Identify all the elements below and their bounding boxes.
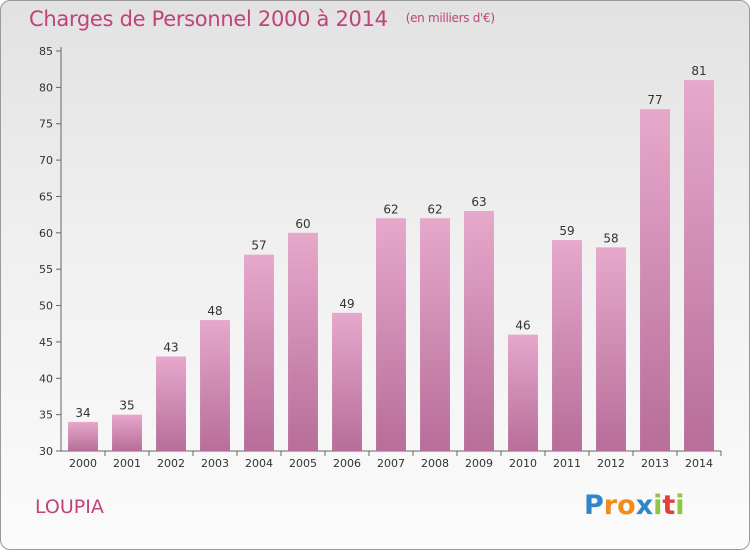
bar (376, 218, 406, 451)
proxiti-logo: Proxiti (584, 490, 685, 521)
y-tick-label: 50 (39, 300, 53, 313)
location-label: LOUPIA (35, 496, 104, 518)
x-tick-label: 2005 (289, 457, 317, 470)
logo-letter: r (603, 490, 618, 521)
logo-letter: t (662, 490, 676, 521)
x-tick-label: 2011 (553, 457, 581, 470)
data-label: 81 (691, 64, 706, 78)
x-tick-label: 2010 (509, 457, 537, 470)
x-tick-label: 2012 (597, 457, 625, 470)
bar (244, 254, 274, 451)
logo-letter: o (617, 490, 636, 521)
chart-title: Charges de Personnel 2000 à 2014 (en mill… (29, 7, 495, 31)
bar (596, 247, 626, 451)
bar (332, 312, 362, 451)
data-label: 35 (119, 399, 134, 413)
bar (552, 240, 582, 451)
bar (640, 109, 670, 451)
x-tick-label: 2008 (421, 457, 449, 470)
y-tick-label: 75 (39, 118, 53, 131)
x-tick-label: 2009 (465, 457, 493, 470)
x-tick-label: 2003 (201, 457, 229, 470)
bar (464, 211, 494, 451)
x-tick-label: 2001 (113, 457, 141, 470)
data-label: 62 (383, 202, 398, 216)
bar (112, 414, 142, 451)
logo-letter: P (584, 490, 604, 521)
data-label: 62 (427, 202, 442, 216)
x-tick-label: 2007 (377, 457, 405, 470)
x-tick-label: 2002 (157, 457, 185, 470)
data-label: 77 (647, 93, 662, 107)
data-label: 57 (251, 239, 266, 253)
bar (420, 218, 450, 451)
title-text: Charges de Personnel 2000 à 2014 (29, 7, 388, 31)
data-label: 34 (75, 406, 90, 420)
logo-letter: i (653, 490, 663, 521)
x-tick-label: 2004 (245, 457, 273, 470)
data-label: 60 (295, 217, 310, 231)
y-tick-label: 45 (39, 336, 53, 349)
bar (508, 334, 538, 451)
data-label: 63 (471, 195, 486, 209)
y-tick-label: 30 (39, 445, 53, 458)
unit-subtitle: (en milliers d'€) (405, 11, 495, 25)
bar (684, 80, 714, 451)
data-label: 58 (603, 231, 618, 245)
y-tick-label: 55 (39, 263, 53, 276)
y-tick-label: 65 (39, 190, 53, 203)
x-tick-label: 2006 (333, 457, 361, 470)
data-label: 48 (207, 304, 222, 318)
x-tick-label: 2000 (69, 457, 97, 470)
bar (288, 232, 318, 451)
y-tick-label: 85 (39, 45, 53, 58)
data-label: 46 (515, 319, 530, 333)
y-tick-label: 80 (39, 81, 53, 94)
x-tick-label: 2013 (641, 457, 669, 470)
data-label: 59 (559, 224, 574, 238)
bar (68, 421, 98, 451)
y-tick-label: 35 (39, 409, 53, 422)
data-label: 43 (163, 340, 178, 354)
data-label: 49 (339, 297, 354, 311)
y-tick-label: 40 (39, 372, 53, 385)
y-tick-label: 70 (39, 154, 53, 167)
bar (200, 320, 230, 451)
y-tick-label: 60 (39, 227, 53, 240)
x-tick-label: 2014 (685, 457, 713, 470)
logo-letter: x (635, 490, 654, 521)
logo-letter: i (675, 490, 685, 521)
bar (156, 356, 186, 451)
